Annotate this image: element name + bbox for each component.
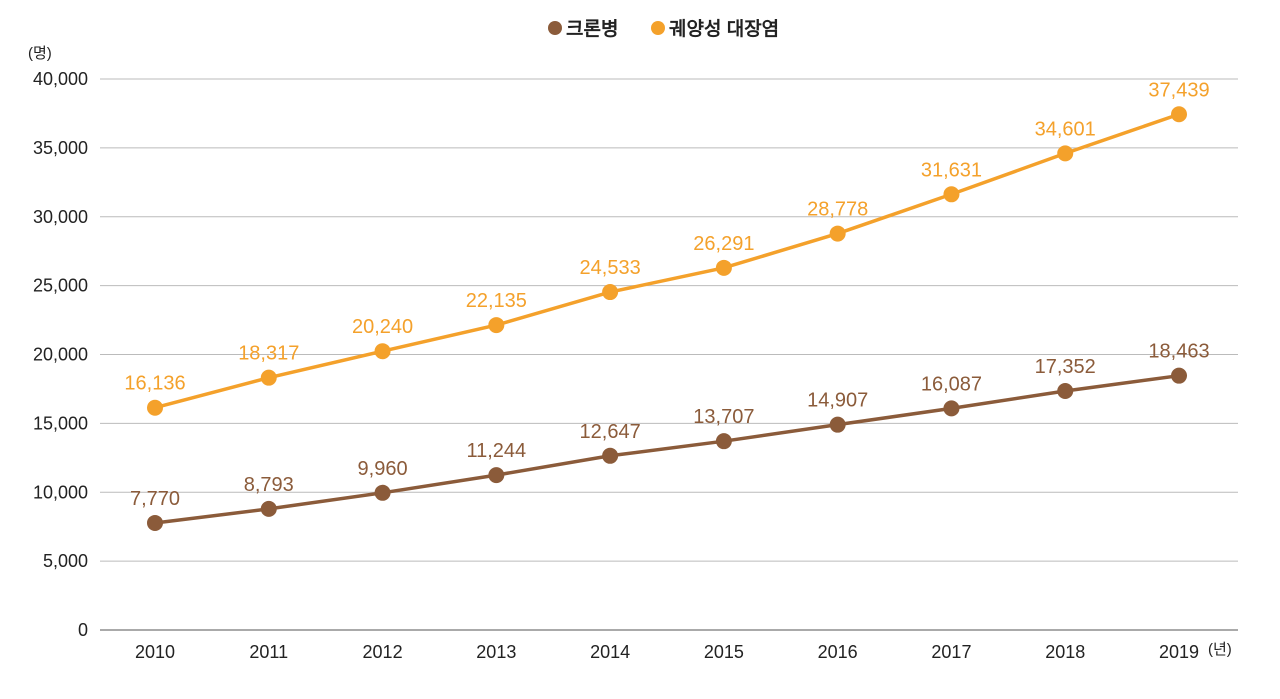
data-point: [488, 317, 505, 334]
data-point: [147, 399, 163, 416]
data-point: [1171, 367, 1187, 384]
data-point: [1057, 145, 1074, 162]
data-point: [715, 259, 732, 276]
data-label: 12,647: [580, 421, 641, 443]
y-tick-label: 40,000: [33, 69, 88, 89]
x-tick-label: 2016: [818, 642, 858, 662]
y-tick-label: 15,000: [33, 413, 88, 433]
y-tick-label: 0: [78, 620, 88, 640]
data-label: 18,317: [238, 343, 299, 365]
data-label: 7,770: [130, 488, 180, 510]
data-label: 14,907: [807, 390, 868, 412]
data-label: 24,533: [580, 257, 641, 279]
data-point: [1171, 106, 1187, 123]
data-label: 37,439: [1148, 79, 1209, 101]
legend-marker-uc: [651, 21, 665, 35]
x-tick-label: 2010: [135, 642, 175, 662]
data-label: 26,291: [693, 233, 754, 255]
data-label: 13,707: [693, 406, 754, 428]
data-label: 8,793: [244, 474, 294, 496]
y-tick-label: 30,000: [33, 207, 88, 227]
y-axis-unit: (명): [28, 45, 52, 62]
y-tick-label: 35,000: [33, 138, 88, 158]
data-label: 9,960: [358, 458, 408, 480]
data-label: 20,240: [352, 316, 413, 338]
data-point: [1057, 382, 1074, 399]
series-line: [154, 112, 1180, 410]
y-tick-label: 20,000: [33, 345, 88, 365]
x-tick-label: 2011: [249, 642, 288, 662]
series-1: 16,136 18,317 20,240 22,135 24,533 26,291 28,7…: [124, 79, 1210, 416]
data-point: [829, 416, 846, 433]
data-label: 18,463: [1148, 341, 1209, 363]
data-label: 16,087: [921, 373, 982, 395]
data-point: [602, 447, 619, 464]
x-tick-label: 2013: [476, 642, 516, 662]
y-tick-label: 25,000: [33, 276, 88, 296]
data-point: [260, 500, 277, 517]
data-point: [715, 433, 732, 450]
data-label: 22,135: [466, 290, 527, 312]
data-label: 17,352: [1035, 356, 1096, 378]
data-point: [602, 284, 619, 301]
legend: 크론병 궤양성 대장염: [548, 18, 779, 40]
data-label: 28,778: [807, 199, 868, 221]
data-point: [488, 467, 505, 484]
data-label: 16,136: [124, 373, 185, 395]
data-point: [943, 400, 960, 417]
data-point: [260, 369, 277, 386]
data-point: [374, 484, 391, 501]
legend-marker-crohn: [548, 21, 562, 35]
y-tick-label: 5,000: [43, 551, 88, 571]
legend-label-uc: 궤양성 대장염: [669, 18, 779, 40]
data-point: [943, 186, 960, 203]
x-tick-label: 2012: [363, 642, 403, 662]
data-point: [374, 343, 391, 360]
data-point: [829, 225, 846, 242]
x-axis-unit: (년): [1208, 641, 1232, 658]
data-label: 11,244: [466, 440, 526, 462]
x-tick-label: 2017: [931, 642, 971, 662]
x-tick-label: 2015: [704, 642, 744, 662]
series-0: 7,770 8,793 9,960 11,244 12,647 13,707 14,907 1…: [130, 341, 1210, 531]
series-line: [154, 373, 1180, 525]
legend-label-crohn: 크론병: [566, 18, 618, 40]
data-point: [147, 514, 163, 531]
data-label: 31,631: [921, 159, 982, 181]
x-tick-label: 2018: [1045, 642, 1085, 662]
x-tick-label: 2019: [1159, 642, 1199, 662]
x-tick-label: 2014: [590, 642, 630, 662]
y-tick-label: 10,000: [33, 482, 88, 502]
data-label: 34,601: [1035, 118, 1096, 140]
